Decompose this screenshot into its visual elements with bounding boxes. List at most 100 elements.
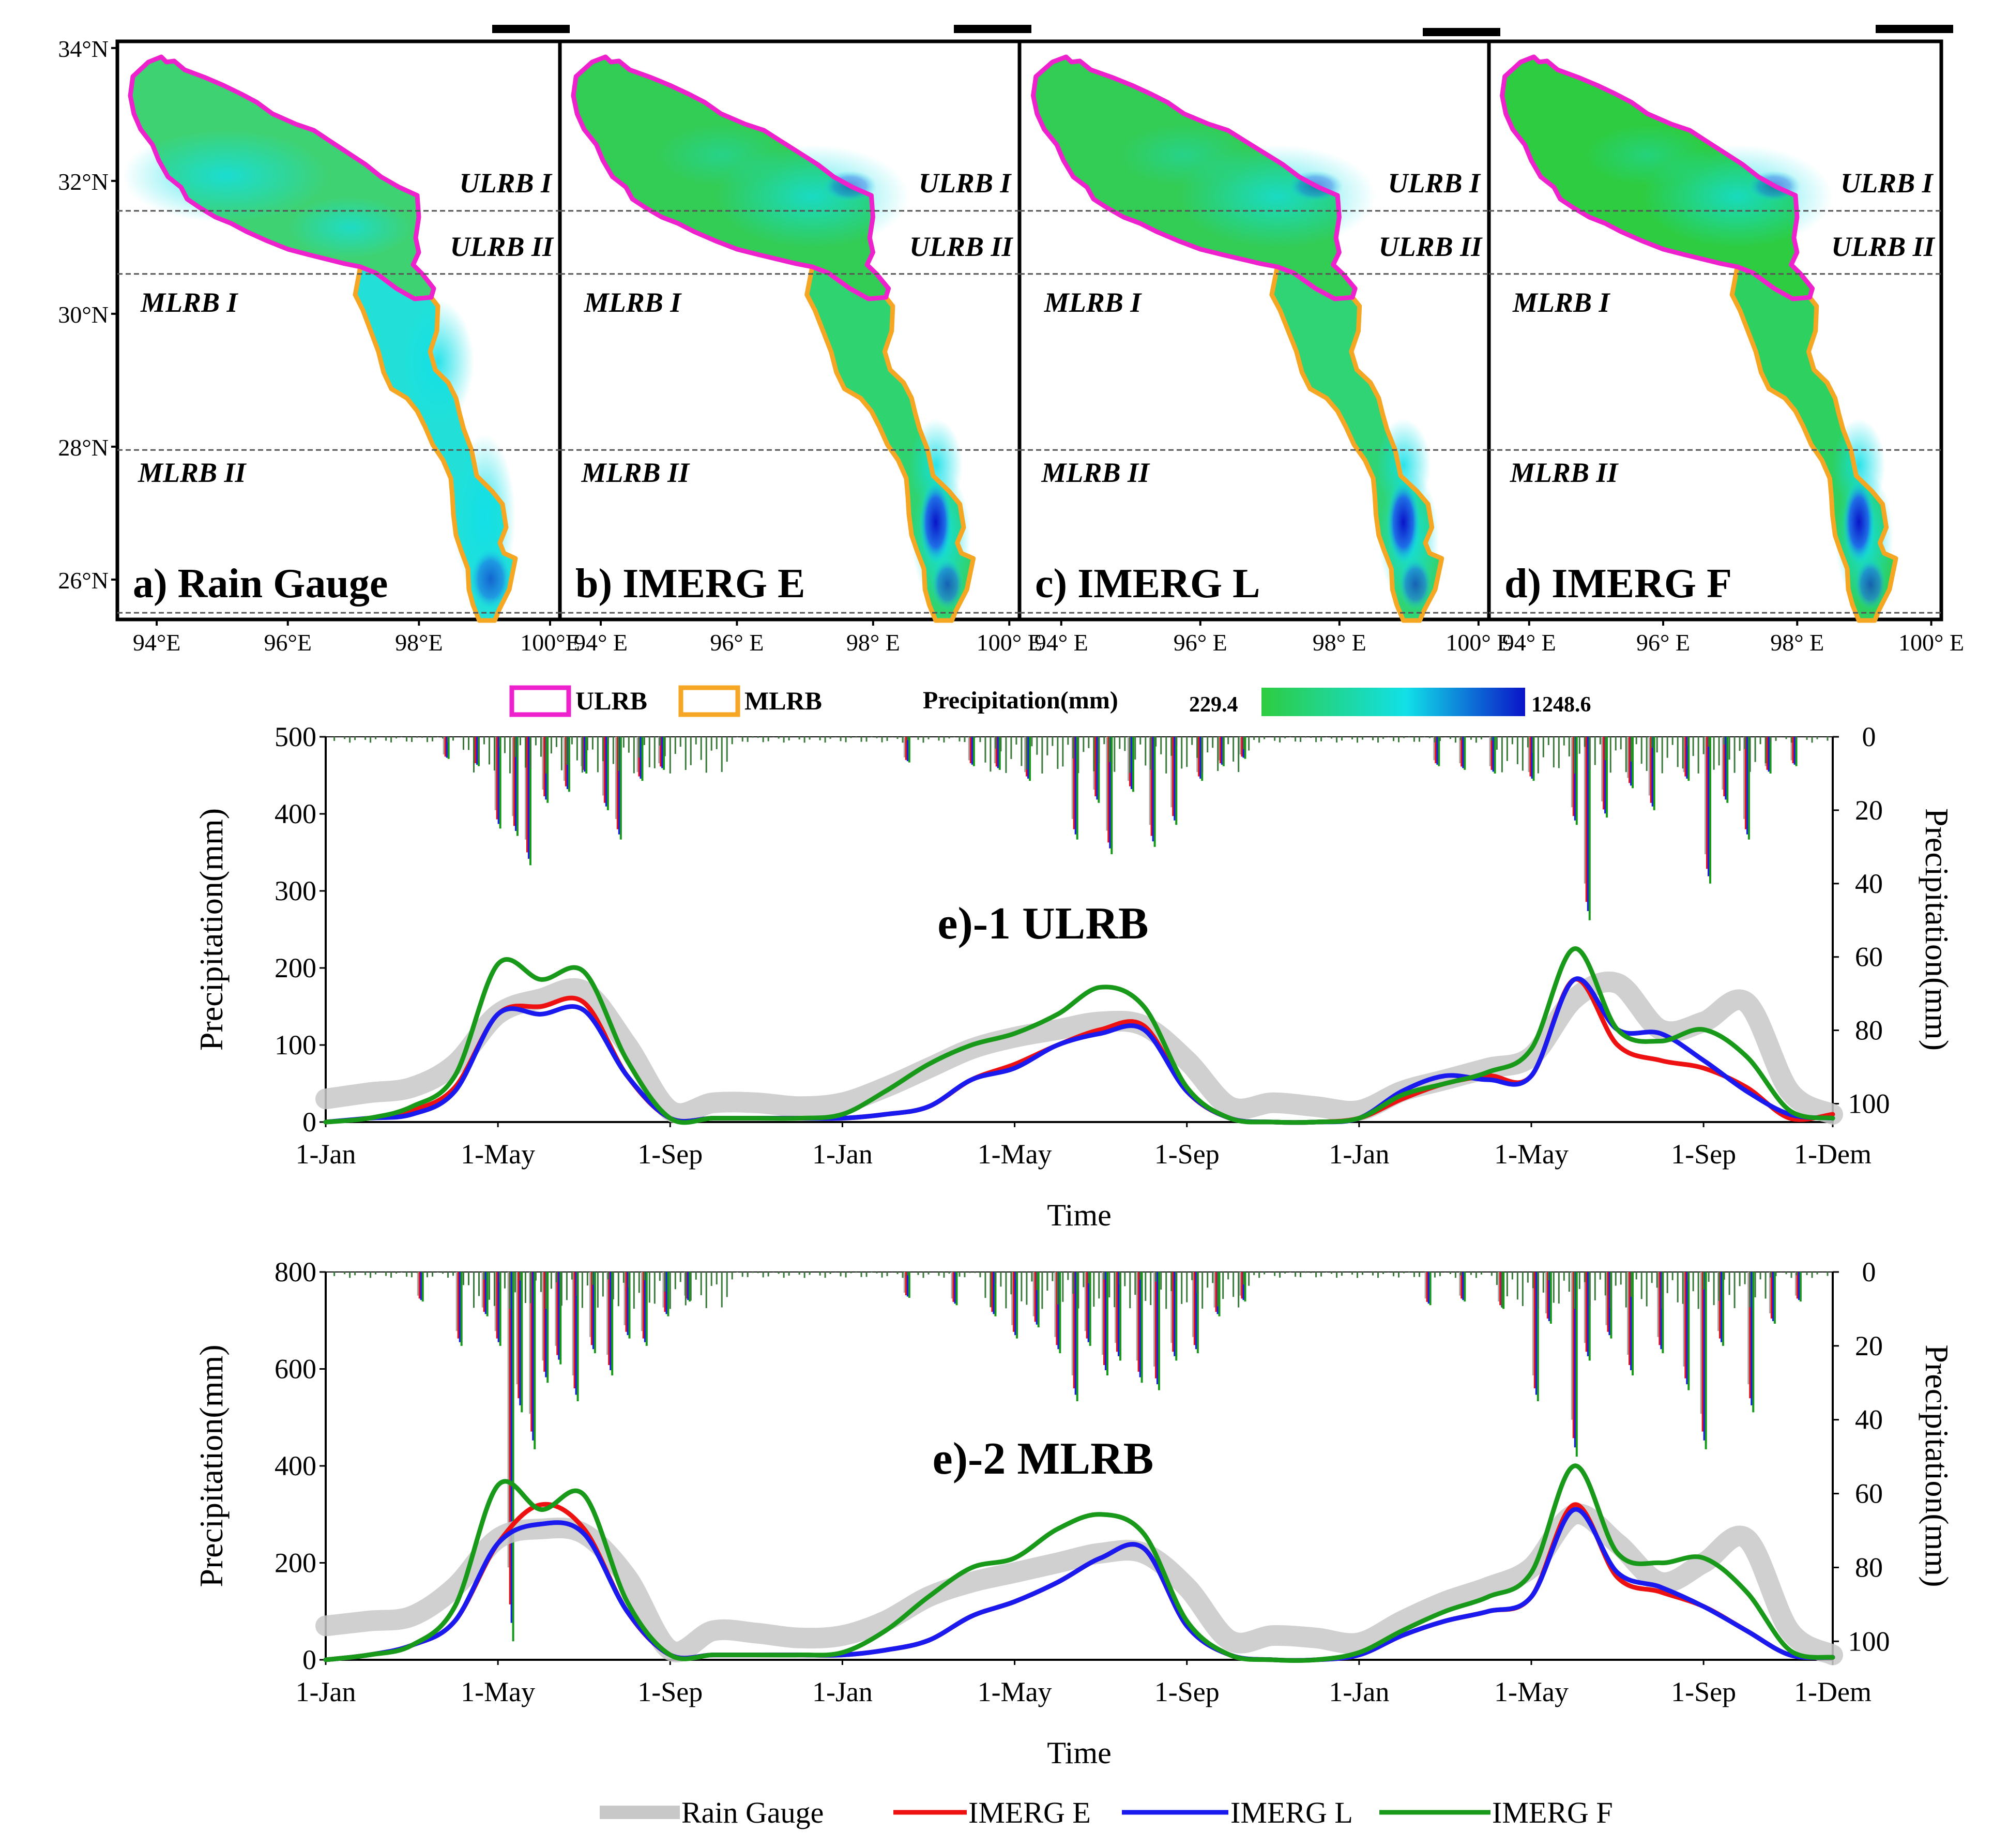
series-line-imerg-f	[323, 946, 1835, 1125]
region-label-mlrb-ii: MLRB II	[1041, 457, 1150, 488]
ulrb-outline	[128, 54, 436, 301]
longitude-tick-label: 100° E	[977, 629, 1042, 656]
x-tick-label: 1-May	[978, 1139, 1052, 1170]
precip-patch	[919, 481, 952, 564]
precip-patch	[1387, 481, 1420, 564]
series-line-imerg-f	[323, 1463, 1835, 1663]
scale-bar	[954, 25, 1031, 33]
ulrb-outline	[1500, 54, 1815, 301]
x-tick-label: 1-Jan	[812, 1139, 873, 1170]
longitude-tick-label: 100° E	[1898, 629, 1964, 656]
series-line-imerg-l	[323, 976, 1835, 1125]
y2-tick-label: 60	[1855, 942, 1883, 973]
precip-patch	[656, 124, 786, 186]
ulrb-outline	[571, 54, 891, 301]
series-line-rain-gauge	[315, 971, 1843, 1125]
panel-label: c) IMERG L	[1035, 561, 1260, 607]
y-tick-label: 500	[275, 721, 316, 752]
y2-tick-label: 80	[1855, 1015, 1883, 1046]
mlrb-outline	[804, 264, 976, 623]
longitude-tick-label: 100° E	[1446, 629, 1511, 656]
ulrb-legend-swatch	[509, 685, 571, 717]
colorbar-min-label: 229.4	[1189, 693, 1238, 717]
region-label-mlrb-ii: MLRB II	[1510, 457, 1619, 488]
y2-tick-label: 60	[1855, 1478, 1883, 1509]
region-label-mlrb-i: MLRB I	[1512, 287, 1611, 318]
region-label-mlrb-i: MLRB I	[584, 287, 682, 318]
map-panels: 34°N 32°N 30°N 28°N 26°N ULRB I ULRB II MLRB I…	[58, 25, 1964, 656]
x-tick-label: 1-May	[1494, 1676, 1569, 1707]
mlrb-legend-swatch	[678, 685, 740, 717]
precip-patch	[1399, 558, 1432, 610]
legend-label-imerg-e: IMERG E	[968, 1796, 1091, 1829]
chart-mlrb: 0 200 400 600 800 0 20 40 60 80 100 1-Jan 1-May 1-Sep…	[193, 1256, 1955, 1770]
map-legend: ULRB MLRB Precipitation(mm) 229.4 1248.6	[509, 685, 1591, 717]
x-tick-label: 1-Jan	[1329, 1139, 1389, 1170]
map-frame	[115, 39, 1943, 622]
x-tick-label: 1-Dem	[1794, 1676, 1872, 1707]
daily-precip-bars	[333, 737, 1829, 920]
precip-patch	[1854, 558, 1886, 610]
region-label-ulrb-ii: ULRB II	[450, 231, 554, 262]
longitude-tick-label: 96°E	[264, 629, 312, 656]
map-panel: ULRB I ULRB II MLRB I MLRB II b) IMERG E 94° …	[560, 54, 1042, 656]
y2-axis-title: Precipitation(mm)	[1919, 1344, 1955, 1587]
daily-precip-bars	[333, 1272, 1829, 1642]
longitude-tick-label: 98° E	[846, 629, 900, 656]
map-panel: ULRB I ULRB II MLRB I MLRB II c) IMERG L 94° …	[1020, 54, 1511, 656]
region-label-mlrb-ii: MLRB II	[138, 457, 247, 488]
longitude-tick-label: 98° E	[1770, 629, 1824, 656]
precip-patch	[123, 129, 329, 222]
longitude-tick-label: 94°E	[133, 629, 181, 656]
latitude-tick-label: 30°N	[58, 301, 109, 328]
precip-patch	[1843, 481, 1875, 564]
x-tick-label: 1-Jan	[812, 1676, 873, 1707]
precip-patch	[470, 548, 511, 610]
longitude-tick-label: 96° E	[710, 629, 764, 656]
longitude-tick-label: 94° E	[574, 629, 628, 656]
y-tick-label: 100	[275, 1029, 316, 1061]
x-tick-label: 1-Dem	[1794, 1139, 1872, 1170]
scale-bar	[1423, 28, 1500, 36]
chart-ulrb: 0 100 200 300 400 500 0 20 40 60 80 100 1-Jan 1-May 1-…	[193, 721, 1955, 1232]
legend-label-rain-gauge: Rain Gauge	[681, 1796, 824, 1829]
latitude-tick-label: 28°N	[58, 434, 109, 461]
x-axis-title: Time	[1047, 1736, 1112, 1770]
x-tick-label: 1-May	[461, 1676, 535, 1707]
x-tick-label: 1-Jan	[296, 1139, 356, 1170]
x-tick-label: 1-Sep	[1154, 1139, 1220, 1170]
y2-tick-label: 80	[1855, 1552, 1883, 1583]
x-tick-label: 1-May	[1494, 1139, 1569, 1170]
x-axis-title: Time	[1047, 1198, 1112, 1232]
panel-label: b) IMERG E	[575, 561, 805, 607]
ulrb-legend-label: ULRB	[575, 686, 647, 715]
y-tick-label: 400	[275, 1450, 316, 1481]
precip-patch	[931, 558, 964, 610]
x-tick-label: 1-Sep	[1671, 1676, 1736, 1707]
x-tick-label: 1-May	[978, 1676, 1052, 1707]
legend-label-imerg-l: IMERG L	[1230, 1796, 1353, 1829]
y-tick-label: 800	[275, 1256, 316, 1287]
region-label-mlrb-ii: MLRB II	[581, 457, 691, 488]
y2-tick-label: 40	[1855, 868, 1883, 899]
longitude-tick-label: 96° E	[1636, 629, 1690, 656]
y-axis-title: Precipitation(mm)	[193, 808, 230, 1051]
map-panel: ULRB I ULRB II MLRB I MLRB II a) Rain Gauge 9…	[117, 54, 580, 656]
longitude-tick-label: 94° E	[1034, 629, 1088, 656]
region-label-ulrb-ii: ULRB II	[1831, 231, 1936, 262]
panel-label: a) Rain Gauge	[133, 561, 388, 607]
scale-bar	[1876, 25, 1953, 33]
y2-tick-label: 40	[1855, 1404, 1883, 1435]
x-tick-label: 1-Sep	[1154, 1676, 1220, 1707]
mlrb-outline	[1729, 264, 1898, 623]
y2-tick-label: 0	[1862, 1256, 1876, 1287]
y2-tick-label: 20	[1855, 795, 1883, 826]
map-panel: ULRB I ULRB II MLRB I MLRB II d) IMERG F 94° …	[1489, 54, 1964, 656]
longitude-tick-label: 96° E	[1174, 629, 1227, 656]
y-tick-label: 0	[302, 1107, 316, 1138]
colorbar-max-label: 1248.6	[1531, 693, 1591, 717]
region-label-mlrb-i: MLRB I	[140, 287, 239, 318]
y-tick-label: 400	[275, 798, 316, 829]
y2-tick-label: 0	[1862, 721, 1876, 752]
